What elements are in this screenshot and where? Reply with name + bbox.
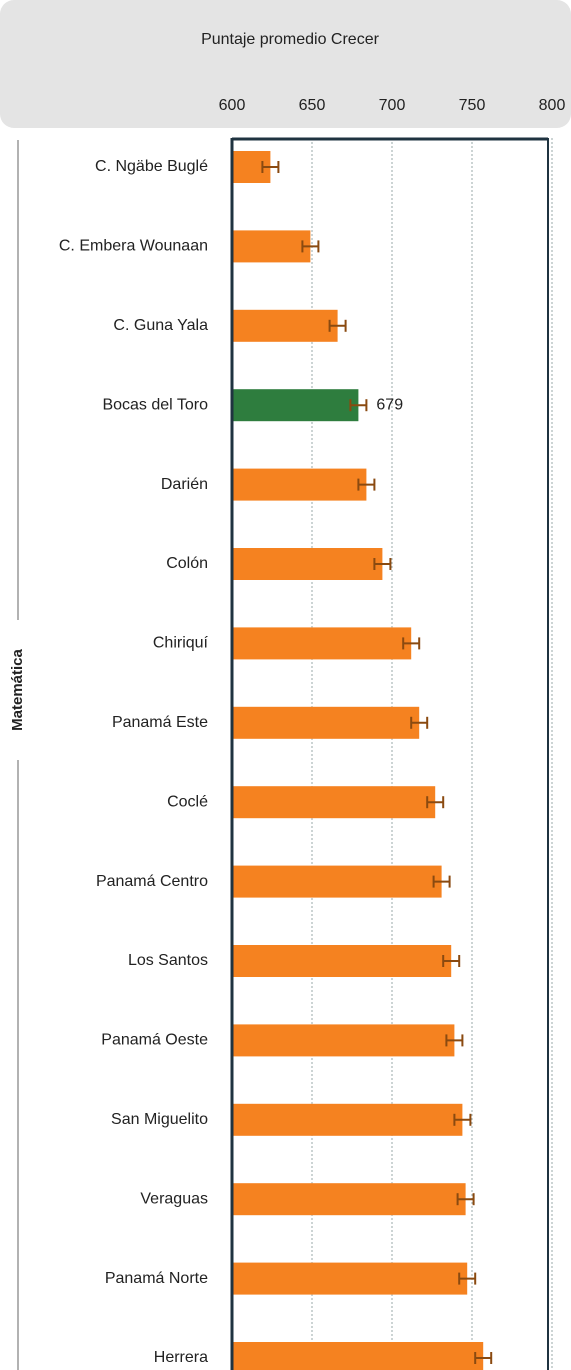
error-bar [349,399,368,412]
error-bar [301,240,320,253]
y-tick-label: Coclé [167,793,208,810]
y-tick-label: Panamá Centro [96,873,208,890]
y-tick-label: Chiriquí [153,635,209,652]
header-panel [0,0,571,128]
bar [232,945,452,977]
y-tick-label: Bocas del Toro [102,396,208,413]
bar [232,1024,455,1057]
x-tick-label: 700 [379,97,406,114]
error-bar [373,558,392,570]
bar [232,706,420,739]
y-tick-label: Herrera [154,1349,208,1366]
x-tick-label: 600 [219,97,246,114]
group-label-bg [6,620,30,760]
bar [232,548,383,580]
error-bar [453,1113,472,1126]
y-tick-label: C. Guna Yala [113,317,208,334]
y-tick-label: C. Embera Wounaan [59,238,208,255]
y-tick-label: Panamá Norte [105,1270,208,1287]
error-bar [410,716,429,729]
error-bar [261,161,280,173]
error-bar [357,478,376,491]
axis-title: Puntaje promedio Crecer [201,31,380,48]
y-tick-label: Los Santos [128,952,208,969]
y-tick-label: Darién [161,476,208,493]
error-bar [442,955,461,967]
error-bar [456,1193,475,1206]
y-tick-label: C. Ngäbe Buglé [95,158,208,175]
bar [232,1183,466,1216]
x-tick-label: 650 [299,97,326,114]
bar [232,468,367,501]
group-label: Matemática [9,648,26,730]
y-tick-label: San Miguelito [111,1111,208,1128]
bar [232,1103,463,1136]
error-bar [426,796,445,809]
bar [232,389,359,422]
y-tick-label: Panamá Oeste [101,1032,208,1049]
error-bar [445,1034,464,1047]
x-tick-label: 750 [459,97,486,114]
bar [232,865,442,898]
value-label: 679 [376,396,403,413]
error-bar [328,319,347,332]
error-bar [458,1272,477,1285]
y-tick-label: Veraguas [140,1190,208,1207]
bar [232,309,338,342]
bar [232,1342,484,1370]
error-bar [402,637,421,650]
bar [232,230,311,263]
bar [232,1262,468,1295]
y-tick-label: Colón [166,555,208,572]
y-tick-label: Panamá Este [112,714,208,731]
error-bar [432,875,451,888]
bar [232,627,412,660]
bar [232,786,436,819]
error-bar [474,1352,493,1364]
x-tick-label: 800 [539,97,566,114]
